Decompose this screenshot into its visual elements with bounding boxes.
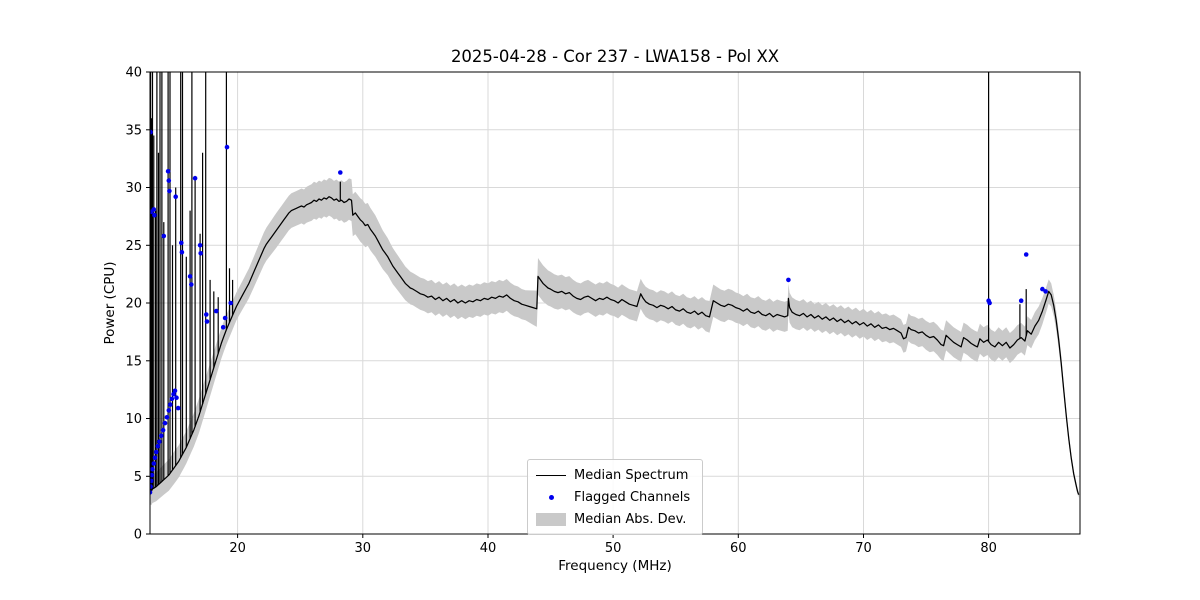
flagged-channel-dot	[1043, 289, 1048, 294]
x-tick-label: 70	[855, 541, 872, 556]
flagged-channel-dot	[222, 315, 228, 321]
flagged-channel-dot	[214, 308, 219, 314]
flagged-channel-dot	[152, 455, 158, 461]
y-axis-label: Power (CPU)	[102, 261, 118, 345]
flagged-channel-dot	[987, 300, 992, 306]
flagged-channel-dot	[220, 325, 226, 330]
flagged-channel-dot	[160, 427, 166, 433]
x-tick-label: 20	[229, 541, 246, 556]
flagged-channel-dot	[167, 188, 172, 194]
median-line-swatch-icon	[536, 474, 566, 476]
flagged-channel-dot	[228, 300, 233, 306]
y-tick-label: 10	[125, 412, 142, 427]
flagged-channel-dot	[187, 274, 193, 279]
flagged-dots	[150, 129, 1048, 495]
legend-swatch-container	[536, 512, 566, 526]
mad-band	[150, 177, 1079, 506]
legend-label: Median Spectrum	[574, 467, 689, 483]
legend: Median Spectrum Flagged Channels Median …	[527, 459, 704, 535]
legend-swatch-container	[536, 494, 566, 500]
flagged-channel-dot	[338, 170, 343, 175]
flagged-channel-dot	[198, 251, 203, 256]
median-line	[150, 196, 1080, 495]
flagged-channel-dot	[159, 433, 164, 439]
legend-item-flagged-channels: Flagged Channels	[536, 488, 690, 506]
flagged-channel-dot	[151, 461, 157, 466]
flagged-channel-dot	[164, 415, 170, 420]
x-tick-label: 40	[480, 541, 497, 556]
flagged-channel-dot	[197, 243, 203, 248]
flagged-channel-dot	[174, 395, 179, 401]
flagged-channel-dot	[1018, 298, 1024, 304]
flagged-channel-dot	[1040, 286, 1045, 292]
rfi-spikes	[150, 72, 1027, 491]
flagged-channel-dot	[204, 312, 209, 317]
flagged-channel-dot	[192, 176, 198, 181]
y-tick-label: 0	[134, 528, 142, 543]
x-tick-label: 50	[605, 541, 622, 556]
flagged-channel-dot	[166, 408, 172, 413]
flagged-channel-dot	[151, 207, 157, 212]
y-tick-label: 35	[125, 123, 142, 138]
legend-label: Median Abs. Dev.	[574, 511, 687, 527]
x-axis-label: Frequency (MHz)	[558, 558, 672, 574]
flagged-channel-dot	[150, 484, 153, 489]
flagged-channel-dot	[165, 169, 171, 174]
y-tick-label: 20	[125, 297, 142, 312]
mad-band-swatch-icon	[536, 512, 566, 526]
flagged-channel-dot	[157, 439, 162, 444]
y-ticks	[146, 71, 150, 535]
flagged-channel-dot	[166, 178, 172, 183]
flagged-channel-dot	[155, 443, 161, 449]
y-tick-label: 30	[125, 181, 142, 196]
flagged-channel-dot	[204, 319, 210, 324]
flagged-channel-dot	[150, 478, 154, 484]
y-tick-label: 25	[125, 239, 142, 254]
legend-item-mad-band: Median Abs. Dev.	[536, 510, 690, 528]
flagged-channel-dot	[150, 129, 153, 135]
flagged-channel-dot	[169, 396, 175, 402]
flagged-channel-dot	[179, 240, 184, 246]
y-tick-label: 15	[125, 354, 142, 369]
flagged-channel-dot	[150, 490, 153, 495]
flagged-channel-dot	[175, 405, 181, 411]
legend-item-median-spectrum: Median Spectrum	[536, 466, 690, 484]
y-tick-label: 40	[125, 66, 142, 81]
flagged-channel-dot	[150, 467, 155, 472]
y-tick-label: 5	[134, 470, 142, 485]
flagged-channel-dot	[189, 282, 194, 287]
x-tick-label: 30	[355, 541, 372, 556]
legend-swatch-container	[536, 474, 566, 476]
flagged-channel-dot	[1023, 252, 1029, 257]
flagged-channel-dot	[168, 402, 173, 407]
flagged-channel-dot	[162, 420, 168, 426]
x-tick-label: 80	[980, 541, 997, 556]
flagged-dot-swatch-icon	[548, 494, 554, 500]
legend-label: Flagged Channels	[574, 489, 691, 505]
flagged-channel-dot	[224, 144, 230, 150]
chart-title: 2025-04-28 - Cor 237 - LWA158 - Pol XX	[450, 47, 780, 66]
flagged-channel-dot	[150, 472, 155, 478]
x-tick-label: 60	[730, 541, 747, 556]
flagged-channel-dot	[172, 388, 178, 394]
flagged-channel-dot	[154, 449, 159, 455]
grid	[150, 71, 1080, 535]
flagged-channel-dot	[152, 212, 157, 218]
flagged-channel-dot	[786, 277, 791, 283]
flagged-channel-dot	[161, 233, 167, 239]
flagged-channel-dot	[173, 194, 178, 199]
x-ticks	[237, 534, 990, 538]
flagged-channel-dot	[179, 249, 185, 255]
